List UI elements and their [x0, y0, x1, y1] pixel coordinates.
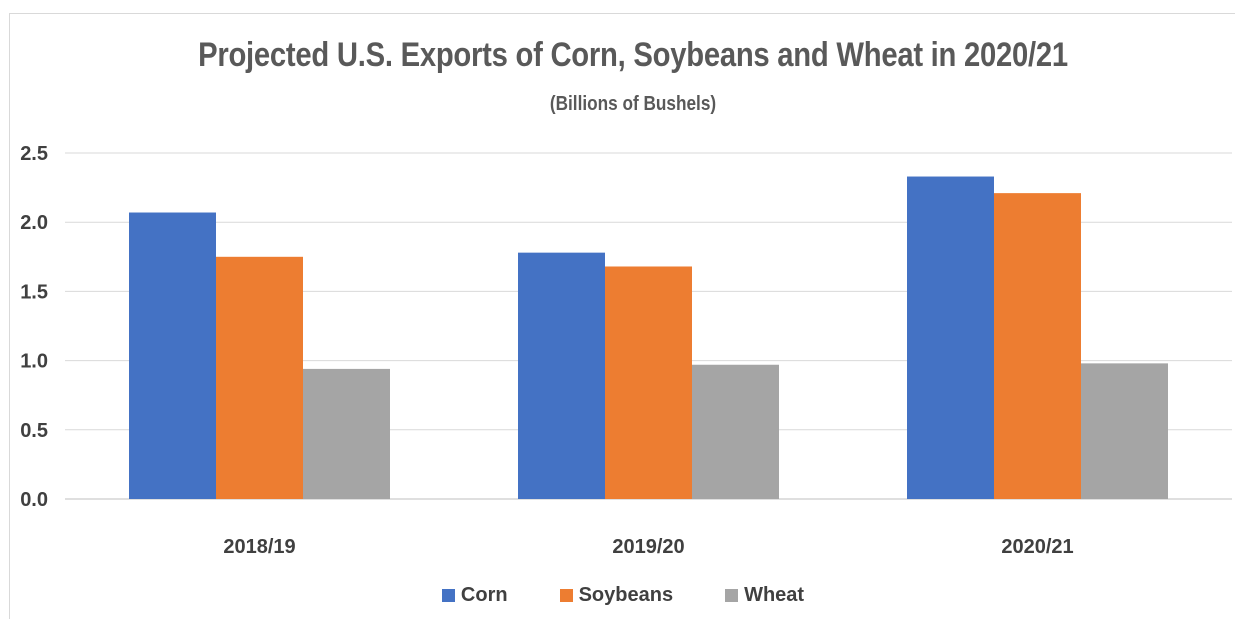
y-tick-label: 0.0: [20, 489, 48, 511]
legend-swatch: [559, 589, 573, 602]
legend-item-wheat: Wheat: [725, 584, 804, 607]
legend-label: Wheat: [744, 584, 805, 606]
legend-label: Corn: [460, 584, 508, 606]
bar-corn-3: [907, 176, 994, 499]
bar-corn-1: [129, 212, 216, 499]
chart-frame: [9, 13, 1235, 619]
chart-legend: Corn Soybeans Wheat: [0, 584, 1246, 607]
y-tick-label: 1.0: [20, 351, 48, 373]
bar-soybeans-1: [216, 256, 303, 499]
bar-wheat-3: [1081, 363, 1168, 499]
legend-label: Soybeans: [578, 584, 674, 606]
chart-subtitle: (Billions of Bushels): [549, 93, 717, 115]
y-tick-label: 2.0: [20, 212, 48, 234]
x-tick-label: 2018/19: [223, 536, 295, 558]
bar-corn-2: [518, 252, 605, 499]
chart-title: Projected U.S. Exports of Corn, Soybeans…: [198, 36, 1068, 74]
y-tick-label: 2.5: [20, 143, 48, 165]
bar-wheat-2: [692, 364, 779, 499]
bar-wheat-1: [303, 368, 390, 499]
legend-item-corn: Corn: [441, 584, 508, 607]
y-axis-ticks: 0.0 0.5 1.0 1.5 2.0 2.5: [20, 143, 48, 511]
x-tick-label: 2020/21: [1001, 536, 1073, 558]
legend-item-soybeans: Soybeans: [559, 584, 674, 607]
y-tick-label: 1.5: [20, 281, 48, 303]
bars: [129, 176, 1168, 500]
bar-soybeans-2: [605, 266, 692, 499]
bar-soybeans-3: [994, 193, 1081, 500]
x-axis-ticks: 2018/19 2019/20 2020/21: [223, 536, 1073, 558]
y-tick-label: 0.5: [20, 420, 48, 442]
legend-swatch: [725, 589, 739, 602]
x-tick-label: 2019/20: [612, 536, 684, 558]
legend-swatch: [441, 589, 455, 602]
